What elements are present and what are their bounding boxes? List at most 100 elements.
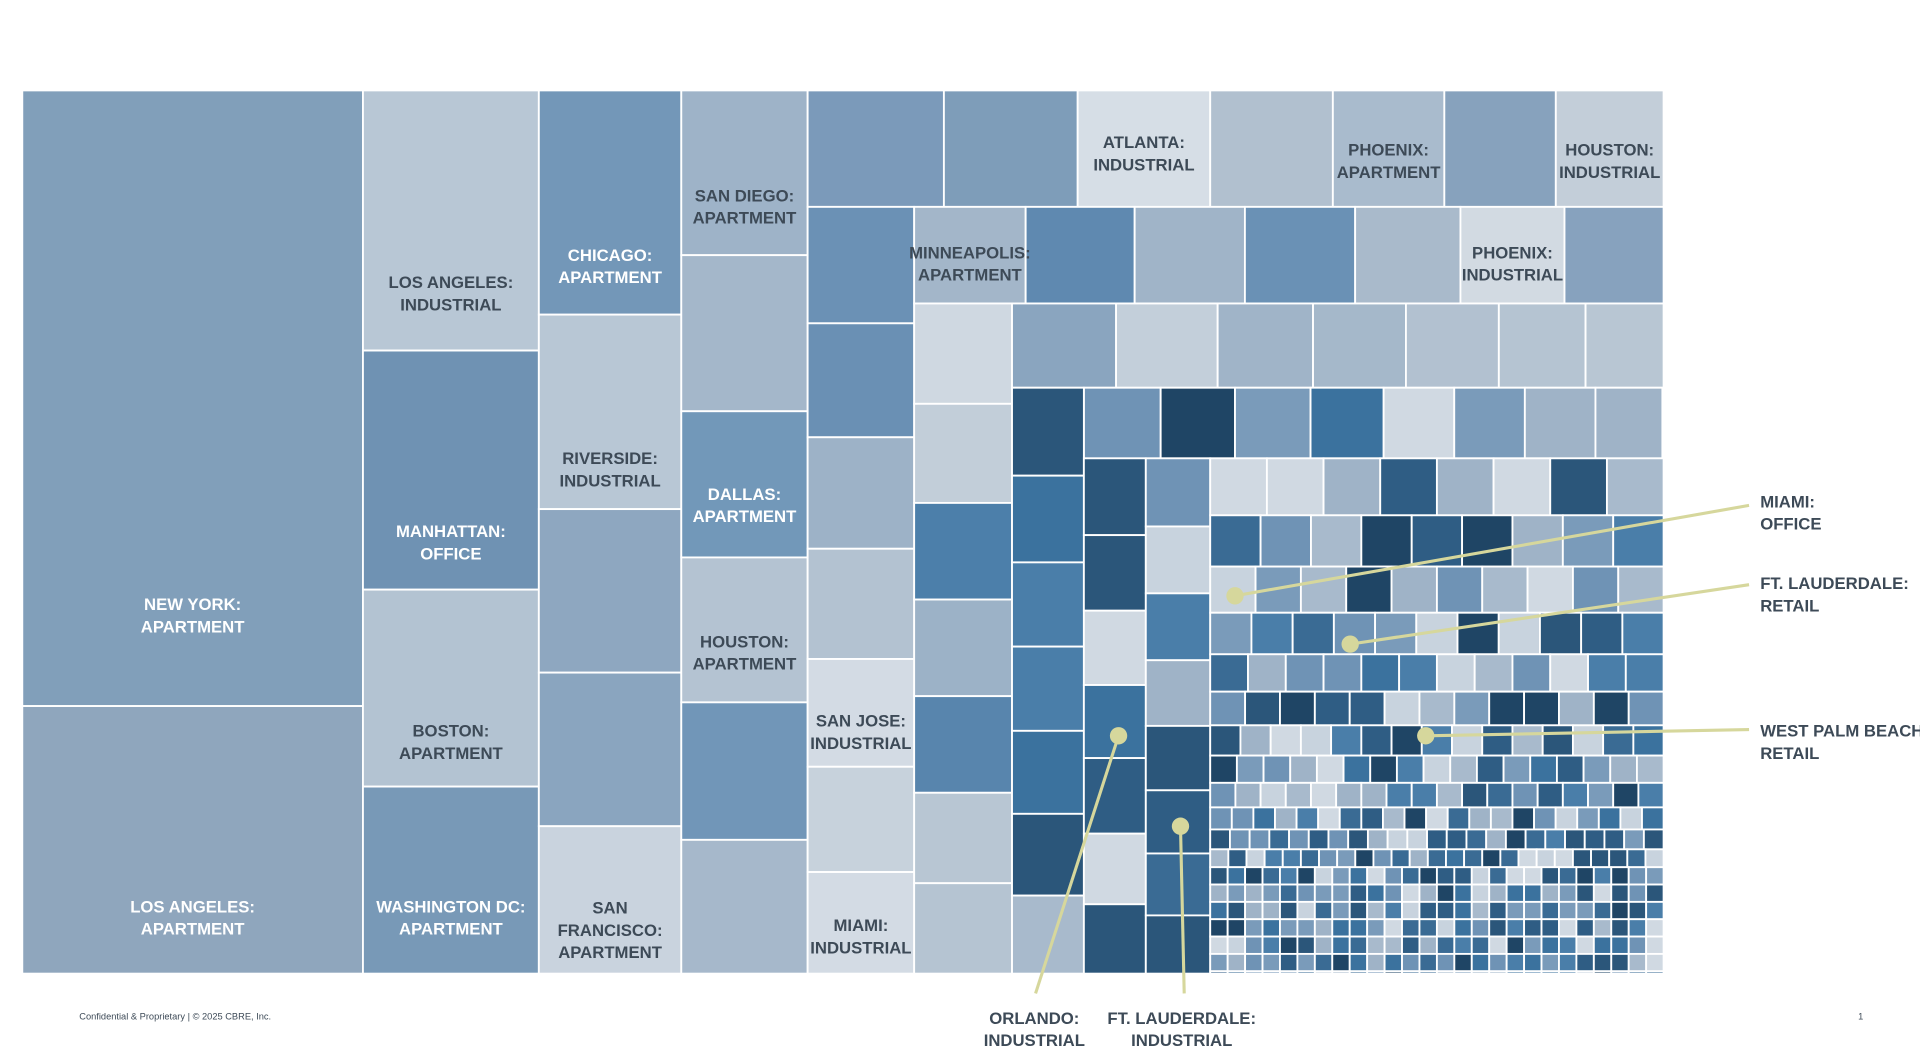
tile xyxy=(1426,828,1448,851)
tile xyxy=(1523,866,1543,886)
tile xyxy=(1470,900,1491,921)
tile xyxy=(1584,302,1665,389)
tile xyxy=(1627,935,1648,955)
tile xyxy=(1641,806,1665,831)
tile xyxy=(1216,302,1314,389)
callout-label: FT. LAUDERDALE: xyxy=(1760,574,1909,593)
tile xyxy=(1366,900,1386,921)
tile xyxy=(1229,828,1251,851)
tile-label: CHICAGO: xyxy=(568,246,653,265)
tile xyxy=(1082,386,1162,460)
tile xyxy=(1511,806,1535,831)
tile xyxy=(1390,565,1438,614)
tile xyxy=(1259,514,1312,568)
tile xyxy=(1645,883,1665,903)
callout-label: WEST PALM BEACH: xyxy=(1760,721,1920,740)
tile xyxy=(1261,952,1281,973)
tile xyxy=(362,349,540,591)
tile xyxy=(1366,866,1386,886)
tile xyxy=(1549,653,1589,693)
tile xyxy=(1313,866,1334,886)
tile-label: ATLANTA: xyxy=(1103,133,1185,152)
tile-label: APARTMENT xyxy=(399,920,503,939)
tile xyxy=(1347,828,1369,851)
tile xyxy=(1401,918,1421,938)
tile xyxy=(1247,653,1287,693)
tile xyxy=(1602,724,1635,757)
tile xyxy=(1379,457,1438,517)
tile xyxy=(1435,935,1456,955)
tile xyxy=(1627,900,1648,921)
tile xyxy=(1453,883,1473,903)
tile xyxy=(1374,611,1418,656)
tile xyxy=(1642,828,1665,851)
tile xyxy=(1318,848,1339,869)
tile xyxy=(1492,457,1552,517)
tile xyxy=(680,89,809,257)
tile xyxy=(1435,781,1464,809)
tile xyxy=(1422,754,1452,784)
tile xyxy=(1488,690,1526,727)
tile xyxy=(1470,935,1491,955)
tile xyxy=(1540,935,1560,955)
tile xyxy=(1610,900,1630,921)
callout-label: MIAMI: xyxy=(1760,492,1815,511)
tile xyxy=(1461,781,1489,809)
tile-label: LOS ANGELES: xyxy=(130,897,255,916)
tile xyxy=(1401,900,1421,921)
tile xyxy=(1627,690,1665,727)
tile xyxy=(1610,918,1630,938)
tile xyxy=(1342,754,1372,784)
tile xyxy=(1540,952,1560,973)
tile xyxy=(1209,89,1334,208)
tile xyxy=(1209,754,1238,784)
tile xyxy=(1279,952,1299,973)
tile xyxy=(1558,918,1578,938)
tile xyxy=(1331,935,1351,955)
tile xyxy=(1310,514,1363,568)
tile xyxy=(1395,754,1425,784)
tile xyxy=(1296,900,1316,921)
callout-label: OFFICE xyxy=(1760,515,1821,534)
tile xyxy=(1354,205,1462,305)
tile xyxy=(1459,205,1566,305)
tile xyxy=(1011,894,1085,975)
tile xyxy=(1244,918,1264,938)
tile xyxy=(1539,611,1583,656)
tile xyxy=(1451,724,1484,757)
tile xyxy=(537,508,683,674)
tile xyxy=(1354,848,1375,869)
tile xyxy=(1418,952,1438,973)
tile xyxy=(1612,781,1640,809)
tile xyxy=(806,871,916,975)
tile-label: INDUSTRIAL xyxy=(1093,155,1194,174)
tile xyxy=(1533,806,1557,831)
tile xyxy=(1475,754,1505,784)
tile xyxy=(942,89,1079,208)
tile xyxy=(1209,724,1242,757)
tile xyxy=(1209,457,1268,517)
tile xyxy=(1401,883,1421,903)
tile xyxy=(1401,866,1421,886)
tile xyxy=(1144,852,1212,917)
tile xyxy=(1481,565,1529,614)
callout-dot xyxy=(1171,817,1190,835)
tile xyxy=(1209,848,1230,869)
tile xyxy=(1523,918,1543,938)
tile xyxy=(1609,754,1638,784)
tile xyxy=(1418,935,1438,955)
tile xyxy=(1485,828,1507,851)
tile xyxy=(1209,828,1231,851)
tile xyxy=(1382,386,1456,460)
tile xyxy=(1082,903,1147,975)
tile xyxy=(1348,883,1369,903)
tile xyxy=(1449,754,1478,784)
tile xyxy=(1410,781,1438,809)
tile xyxy=(1299,724,1333,757)
tile xyxy=(1575,918,1595,938)
tile xyxy=(1259,781,1287,809)
tile xyxy=(1244,900,1264,921)
tile xyxy=(1076,89,1212,208)
